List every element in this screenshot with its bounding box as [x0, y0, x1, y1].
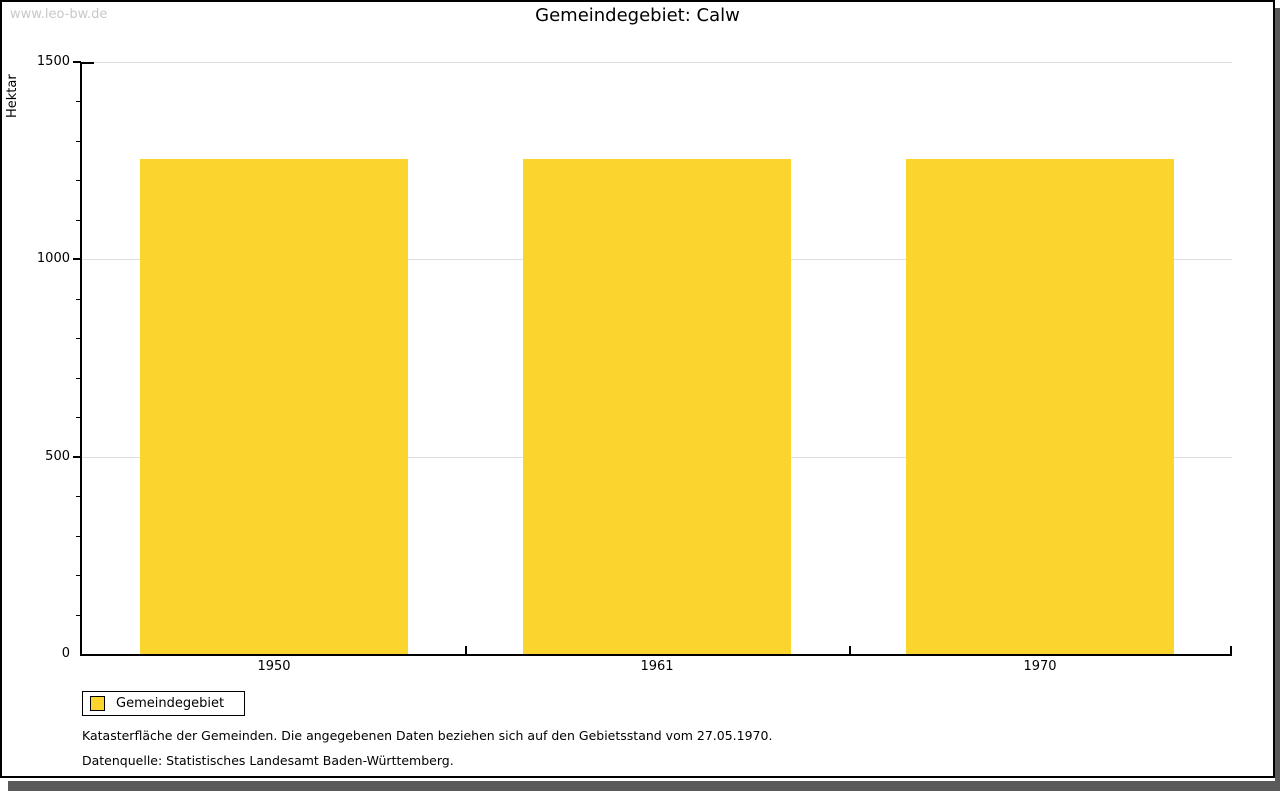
y-minor-tick-100 — [76, 615, 81, 616]
gridline-1500 — [82, 62, 1232, 63]
y-minor-tick-800 — [76, 338, 81, 339]
y-minor-tick-900 — [76, 299, 81, 300]
x-axis-tick-2 — [849, 646, 851, 654]
legend-label: Gemeindegebiet — [116, 696, 225, 711]
frame-shadow-right — [1275, 8, 1280, 791]
y-axis-top-cap — [82, 62, 94, 64]
chart-page: www.leo-bw.de Gemeindegebiet: Calw Hekta… — [0, 0, 1275, 778]
chart-title: Gemeindegebiet: Calw — [535, 5, 740, 26]
x-axis-tick-3 — [1230, 646, 1232, 654]
y-tick-label-1000: 1000 — [36, 251, 70, 266]
x-tick-label-1970: 1970 — [1023, 659, 1057, 674]
y-minor-tick-200 — [76, 575, 81, 576]
plot-area — [80, 62, 1232, 656]
y-minor-tick-400 — [76, 496, 81, 497]
bar-1970 — [906, 159, 1174, 654]
y-minor-tick-1200 — [76, 180, 81, 181]
footer-note: Katasterfläche der Gemeinden. Die angege… — [82, 728, 773, 743]
y-tick-label-1500: 1500 — [36, 54, 70, 69]
y-minor-tick-700 — [76, 378, 81, 379]
x-tick-label-1961: 1961 — [640, 659, 674, 674]
watermark-text: www.leo-bw.de — [10, 7, 108, 22]
frame-shadow-bottom — [8, 781, 1280, 791]
x-tick-label-1950: 1950 — [257, 659, 291, 674]
y-minor-tick-1400 — [76, 101, 81, 102]
y-major-tick-1000 — [73, 258, 81, 260]
bar-1950 — [140, 159, 408, 654]
y-minor-tick-300 — [76, 536, 81, 537]
y-minor-tick-1100 — [76, 220, 81, 221]
x-axis-tick-1 — [465, 646, 467, 654]
y-major-tick-1500 — [73, 61, 81, 63]
y-major-tick-500 — [73, 456, 81, 458]
y-tick-label-500: 500 — [45, 449, 70, 464]
y-tick-label-0: 0 — [61, 646, 70, 661]
legend-swatch-icon — [90, 696, 105, 711]
y-minor-tick-1300 — [76, 141, 81, 142]
footer-datasource: Datenquelle: Statistisches Landesamt Bad… — [82, 753, 454, 768]
bar-1961 — [523, 159, 791, 654]
y-minor-tick-600 — [76, 417, 81, 418]
legend-box: Gemeindegebiet — [82, 691, 246, 716]
